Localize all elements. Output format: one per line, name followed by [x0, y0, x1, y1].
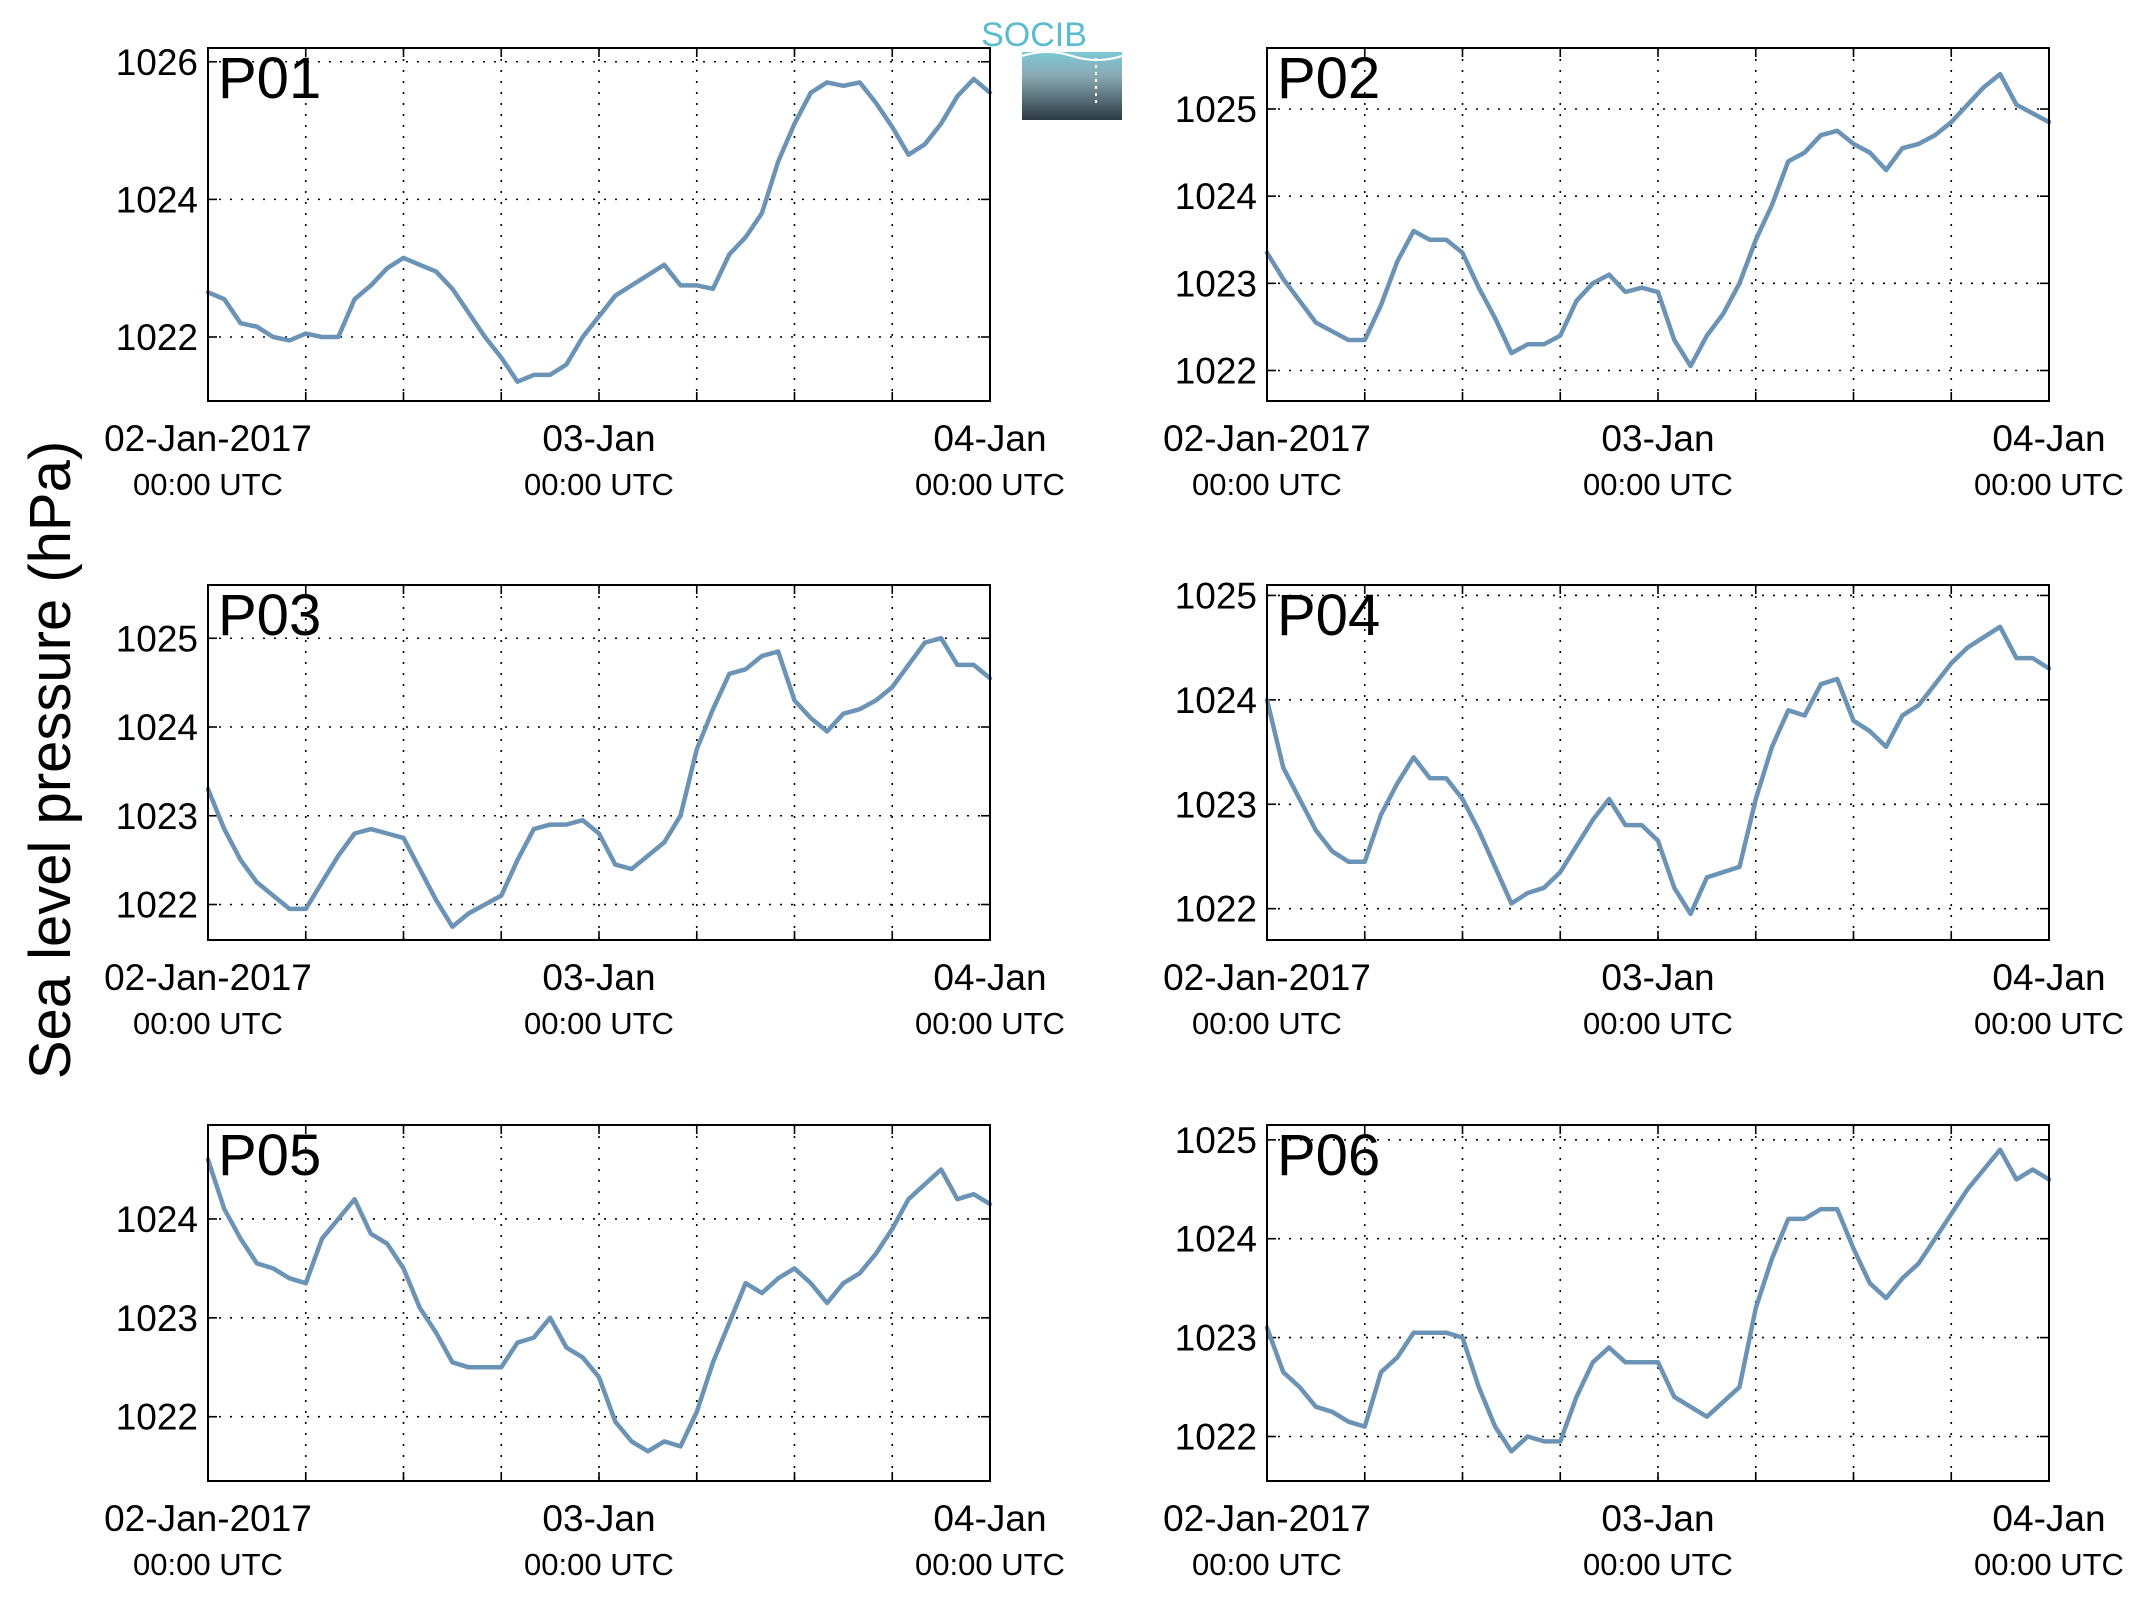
y-tick-label: 1023 [1175, 263, 1257, 304]
pressure-series-line [205, 1157, 993, 1454]
axes-frame [207, 1124, 991, 1482]
x-tick-label-time: 00:00 UTC [133, 1006, 283, 1041]
y-tick-label: 1025 [116, 618, 198, 659]
y-tick-label: 1023 [1175, 784, 1257, 825]
pressure-series-line [205, 635, 993, 929]
panel-p03: 1022 1023 1024 1025 02-Jan-2017 00:00 UTC 03-J… [104, 583, 1065, 1041]
station-label: P04 [1277, 583, 1380, 648]
y-tick-label: 1025 [1175, 575, 1257, 616]
y-tick-label: 1022 [116, 885, 198, 926]
x-tick-label-time: 00:00 UTC [1583, 467, 1733, 502]
y-tick-label: 1022 [116, 317, 198, 358]
x-tick-label-time: 00:00 UTC [915, 467, 1065, 502]
pressure-series-line [1264, 1147, 2052, 1454]
panel-p02: 1022 1023 1024 1025 02-Jan-2017 00:00 UTC 03-J… [1163, 46, 2124, 502]
pressure-series-line [205, 76, 993, 384]
y-tick-label: 1024 [1175, 1219, 1257, 1260]
socib-logo-wave [1021, 51, 1123, 61]
y-tick-label: 1024 [116, 707, 198, 748]
x-tick-label-date: 04-Jan [1992, 1498, 2105, 1539]
x-tick-label-date: 02-Jan-2017 [104, 1498, 312, 1539]
panel-p01: 1022 1024 1026 02-Jan-2017 00:00 UTC 03-Jan 00… [104, 42, 1065, 502]
axes-frame [207, 47, 991, 402]
y-tick-label: 1025 [1175, 89, 1257, 130]
x-tick-label-time: 00:00 UTC [133, 467, 283, 502]
x-tick-label-time: 00:00 UTC [524, 1006, 674, 1041]
x-tick-label-date: 04-Jan [1992, 957, 2105, 998]
axes-frame [207, 584, 991, 941]
station-label: P05 [218, 1123, 321, 1188]
x-tick-label-time: 00:00 UTC [524, 1547, 674, 1582]
station-label: P06 [1277, 1123, 1380, 1188]
x-tick-label-date: 04-Jan [933, 1498, 1046, 1539]
panel-p04: 1022 1023 1024 1025 02-Jan-2017 00:00 UTC 03-J… [1163, 575, 2124, 1041]
station-label: P03 [218, 583, 321, 648]
y-tick-label: 1022 [1175, 350, 1257, 391]
y-axis-label: Sea level pressure (hPa) [18, 441, 83, 1079]
axes-frame [1266, 1124, 2050, 1482]
x-tick-label-date: 04-Jan [933, 418, 1046, 459]
y-tick-label: 1022 [116, 1397, 198, 1438]
y-tick-label: 1026 [116, 42, 198, 83]
y-tick-label: 1024 [1175, 176, 1257, 217]
y-tick-label: 1025 [1175, 1120, 1257, 1161]
pressure-series-line [1264, 624, 2052, 917]
x-tick-label-time: 00:00 UTC [1583, 1547, 1733, 1582]
x-tick-label-date: 03-Jan [1601, 1498, 1714, 1539]
x-tick-label-date: 04-Jan [1992, 418, 2105, 459]
x-tick-label-time: 00:00 UTC [1192, 1547, 1342, 1582]
x-tick-label-time: 00:00 UTC [1974, 1006, 2124, 1041]
y-tick-label: 1022 [1175, 1417, 1257, 1458]
x-tick-label-date: 03-Jan [542, 1498, 655, 1539]
axes-frame [1266, 584, 2050, 941]
x-tick-label-time: 00:00 UTC [1192, 1006, 1342, 1041]
x-tick-label-date: 03-Jan [542, 418, 655, 459]
socib-logo-text: SOCIB [981, 16, 1087, 54]
x-tick-label-time: 00:00 UTC [1974, 1547, 2124, 1582]
x-tick-label-date: 04-Jan [933, 957, 1046, 998]
x-tick-label-time: 00:00 UTC [915, 1547, 1065, 1582]
x-tick-label-time: 00:00 UTC [1583, 1006, 1733, 1041]
x-tick-label-date: 02-Jan-2017 [1163, 957, 1371, 998]
chart-panels: 1022 1024 1026 02-Jan-2017 00:00 UTC 03-Jan 00… [104, 42, 2124, 1582]
y-tick-label: 1024 [116, 1199, 198, 1240]
x-tick-label-time: 00:00 UTC [1974, 467, 2124, 502]
y-tick-label: 1024 [116, 179, 198, 220]
x-tick-label-date: 03-Jan [1601, 418, 1714, 459]
x-tick-label-date: 03-Jan [1601, 957, 1714, 998]
x-tick-label-time: 00:00 UTC [524, 467, 674, 502]
x-tick-label-date: 02-Jan-2017 [104, 418, 312, 459]
pressure-series-line [1264, 71, 2052, 369]
axes-frame [1266, 47, 2050, 402]
socib-logo-block [1022, 52, 1122, 120]
station-label: P02 [1277, 46, 1380, 111]
x-tick-label-date: 02-Jan-2017 [1163, 418, 1371, 459]
y-tick-label: 1023 [1175, 1318, 1257, 1359]
x-tick-label-time: 00:00 UTC [1192, 467, 1342, 502]
panel-p05: 1022 1023 1024 02-Jan-2017 00:00 UTC 03-Jan 00… [104, 1123, 1065, 1582]
x-tick-label-date: 02-Jan-2017 [104, 957, 312, 998]
y-tick-label: 1023 [116, 796, 198, 837]
x-tick-label-time: 00:00 UTC [915, 1006, 1065, 1041]
panel-p06: 1022 1023 1024 1025 02-Jan-2017 00:00 UTC 03-J… [1163, 1120, 2124, 1582]
y-tick-label: 1023 [116, 1298, 198, 1339]
socib-logo: SOCIB [981, 16, 1123, 120]
y-tick-label: 1022 [1175, 889, 1257, 930]
x-tick-label-date: 03-Jan [542, 957, 655, 998]
x-tick-label-time: 00:00 UTC [133, 1547, 283, 1582]
y-tick-label: 1024 [1175, 680, 1257, 721]
x-tick-label-date: 02-Jan-2017 [1163, 1498, 1371, 1539]
station-label: P01 [218, 46, 321, 111]
